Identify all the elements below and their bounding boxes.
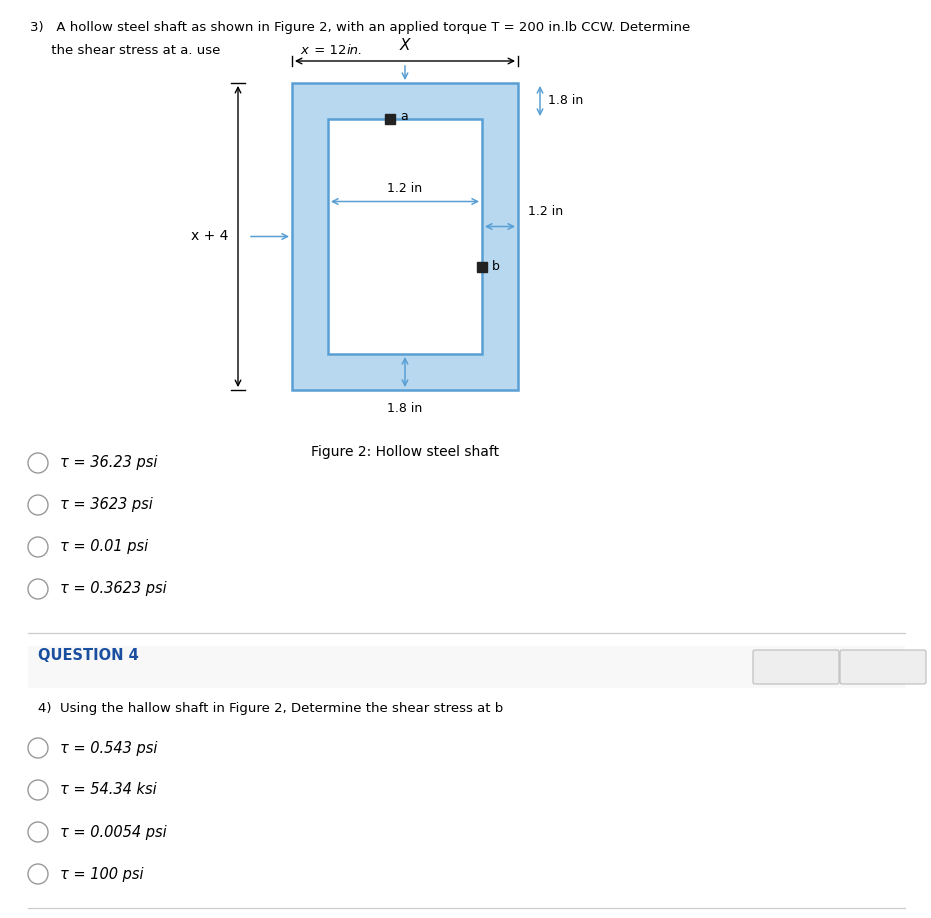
Text: 10 points: 10 points <box>768 660 824 674</box>
Text: τ = 0.0054 psi: τ = 0.0054 psi <box>60 824 167 839</box>
Text: τ = 100 psi: τ = 100 psi <box>60 867 143 881</box>
Text: 1.8 in: 1.8 in <box>548 95 583 107</box>
Text: 1.2 in: 1.2 in <box>528 205 563 218</box>
Circle shape <box>28 780 48 800</box>
Circle shape <box>28 864 48 884</box>
FancyBboxPatch shape <box>840 650 926 684</box>
Bar <box>328 119 482 354</box>
Text: x + 4: x + 4 <box>191 230 228 243</box>
Text: Save Answer: Save Answer <box>845 660 921 674</box>
Text: in.: in. <box>347 44 363 57</box>
Text: = 12: = 12 <box>310 44 351 57</box>
Bar <box>292 83 518 390</box>
Text: a: a <box>400 110 408 124</box>
Circle shape <box>28 537 48 557</box>
Text: b: b <box>492 260 500 273</box>
Circle shape <box>28 738 48 758</box>
Bar <box>28 646 905 688</box>
Text: τ = 0.01 psi: τ = 0.01 psi <box>60 540 148 554</box>
Text: Figure 2: Hollow steel shaft: Figure 2: Hollow steel shaft <box>311 445 499 459</box>
Text: 1.2 in: 1.2 in <box>387 182 423 195</box>
Text: τ = 36.23 psi: τ = 36.23 psi <box>60 455 157 471</box>
Text: 4)  Using the hallow shaft in Figure 2, Determine the shear stress at b: 4) Using the hallow shaft in Figure 2, D… <box>38 702 504 715</box>
Circle shape <box>28 822 48 842</box>
Text: X: X <box>399 38 411 53</box>
Text: τ = 0.543 psi: τ = 0.543 psi <box>60 741 157 756</box>
Text: τ = 0.3623 psi: τ = 0.3623 psi <box>60 581 167 597</box>
FancyBboxPatch shape <box>753 650 839 684</box>
Circle shape <box>28 495 48 515</box>
Text: QUESTION 4: QUESTION 4 <box>38 647 139 663</box>
Text: 3)   A hollow steel shaft as shown in Figure 2, with an applied torque T = 200 i: 3) A hollow steel shaft as shown in Figu… <box>30 21 690 34</box>
Circle shape <box>28 579 48 599</box>
Text: 1.8 in: 1.8 in <box>387 402 423 415</box>
Text: τ = 54.34 ksi: τ = 54.34 ksi <box>60 782 156 798</box>
Circle shape <box>28 453 48 473</box>
Text: x: x <box>300 44 308 57</box>
Text: τ = 3623 psi: τ = 3623 psi <box>60 498 153 512</box>
Text: the shear stress at a. use: the shear stress at a. use <box>30 44 224 57</box>
